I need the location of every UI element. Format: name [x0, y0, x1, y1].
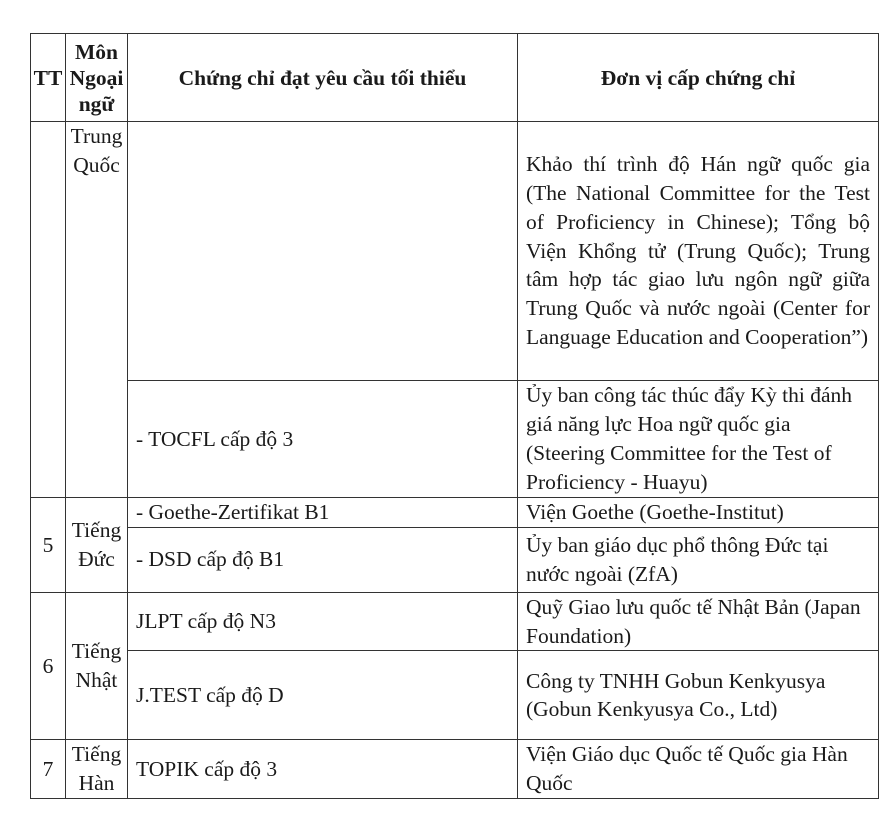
table-row: 7 Tiếng Hàn TOPIK cấp độ 3 Viện Giáo dục… — [30, 739, 879, 799]
tt-cell: 7 — [30, 739, 66, 799]
table-row: - DSD cấp độ B1 Ủy ban giáo dục phổ thôn… — [31, 526, 879, 593]
header-issuer: Đơn vị cấp chứng chỉ — [517, 33, 879, 122]
certificate-cell: - DSD cấp độ B1 — [127, 526, 518, 593]
issuer-cell: Viện Giáo dục Quốc tế Quốc gia Hàn Quốc — [517, 739, 879, 799]
table-row: Trung Quốc Khảo thí trình độ Hán ngữ quố… — [30, 121, 879, 498]
certificate-cell: TOPIK cấp độ 3 — [127, 739, 518, 799]
table-row: J.TEST cấp độ D Công ty TNHH Gobun Kenky… — [31, 650, 879, 741]
table-row: 6 Tiếng Nhật JLPT cấp độ N3 Quỹ Giao lưu… — [30, 591, 879, 741]
subject-cell: Tiếng Nhật — [65, 591, 128, 741]
tt-cell: 6 — [30, 591, 66, 741]
certificate-cell: J.TEST cấp độ D — [127, 650, 518, 741]
certificate-cell: JLPT cấp độ N3 — [127, 591, 518, 652]
table-row: - TOCFL cấp độ 3 Ủy ban công tác thúc đẩ… — [31, 380, 879, 498]
issuer-cell: Quỹ Giao lưu quốc tế Nhật Bản (Japan Fou… — [517, 591, 879, 652]
tt-cell: 5 — [30, 497, 66, 593]
issuer-cell: Viện Goethe (Goethe-Institut) — [517, 497, 879, 528]
certificate-table: TT Môn Ngoại ngữ Chứng chỉ đạt yêu cầu t… — [30, 33, 879, 799]
certificate-cell — [127, 121, 518, 381]
subject-cell: Trung Quốc — [65, 121, 128, 498]
tt-cell — [30, 121, 66, 498]
certificate-cell: - TOCFL cấp độ 3 — [127, 380, 518, 498]
subject-cell: Tiếng Đức — [65, 497, 128, 593]
header-row: TT Môn Ngoại ngữ Chứng chỉ đạt yêu cầu t… — [30, 33, 879, 122]
issuer-cell: Ủy ban giáo dục phổ thông Đức tại nước n… — [517, 526, 879, 593]
certificate-cell: - Goethe-Zertifikat B1 — [127, 497, 518, 528]
header-subject: Môn Ngoại ngữ — [65, 33, 128, 122]
issuer-cell: Khảo thí trình độ Hán ngữ quốc gia (The … — [517, 121, 879, 381]
subject-cell: Tiếng Hàn — [65, 739, 128, 799]
header-certificate: Chứng chỉ đạt yêu cầu tối thiểu — [127, 33, 518, 122]
header-tt: TT — [30, 33, 66, 122]
table-row: 5 Tiếng Đức - Goethe-Zertifikat B1 Viện … — [30, 497, 879, 593]
issuer-cell: Ủy ban công tác thúc đẩy Kỳ thi đánh giá… — [517, 380, 879, 498]
issuer-cell: Công ty TNHH Gobun Kenkyusya (Gobun Kenk… — [517, 650, 879, 741]
